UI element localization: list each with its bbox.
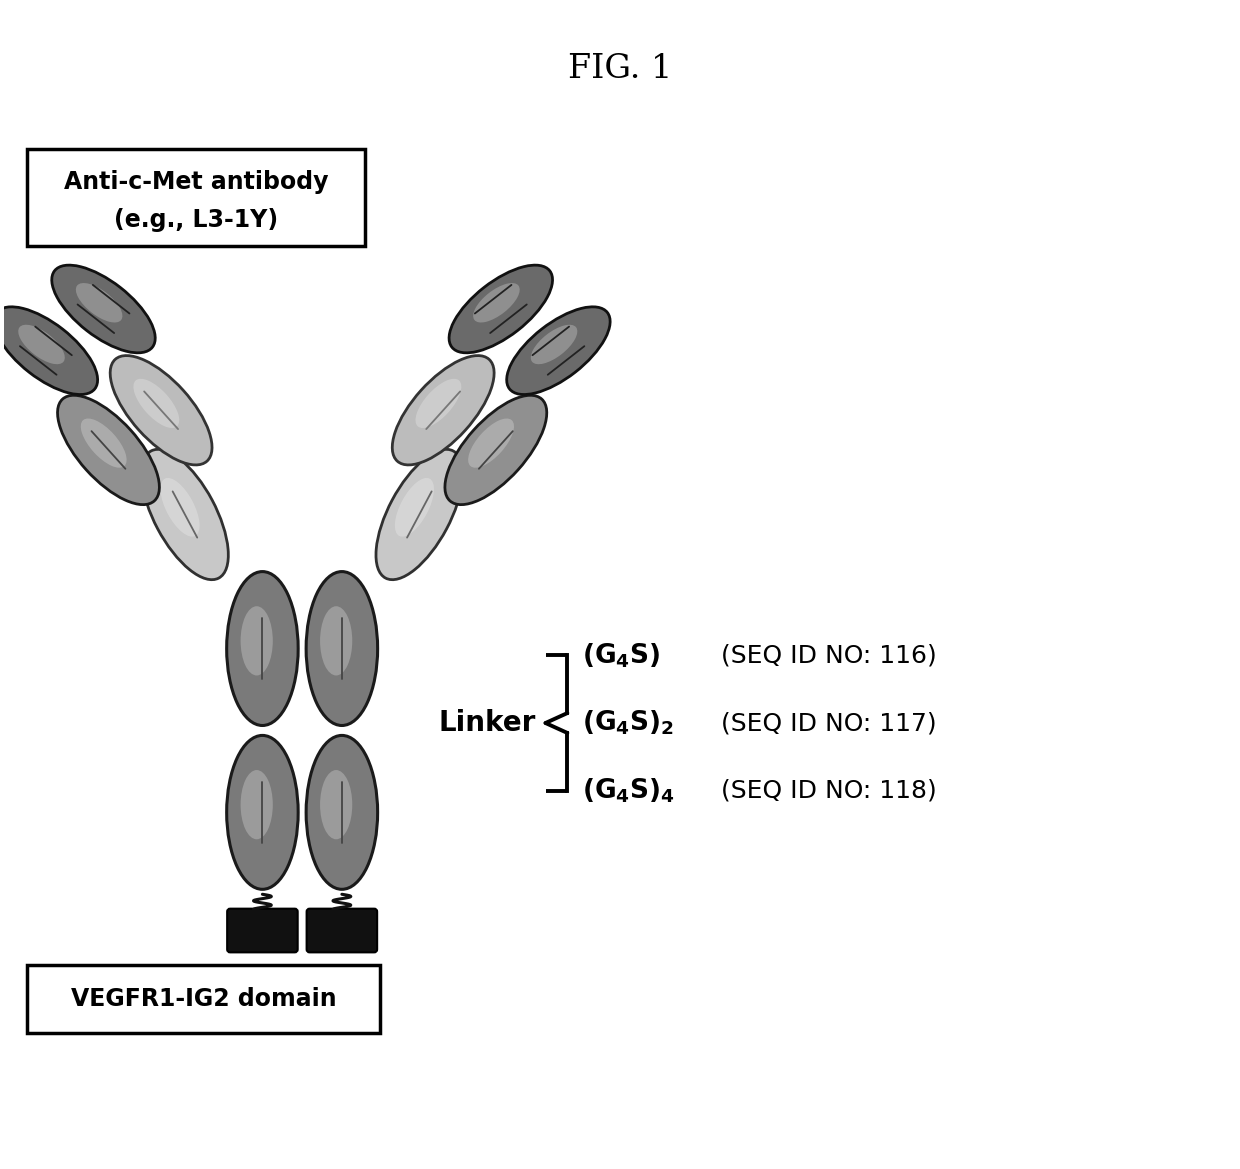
Text: $\mathbf{(G_4S)_4}$: $\mathbf{(G_4S)_4}$ xyxy=(583,776,676,804)
Ellipse shape xyxy=(19,325,64,365)
FancyBboxPatch shape xyxy=(227,908,298,953)
Text: Linker: Linker xyxy=(438,710,536,736)
Ellipse shape xyxy=(81,419,126,468)
Text: VEGFR1-IG2 domain: VEGFR1-IG2 domain xyxy=(71,987,336,1011)
Ellipse shape xyxy=(227,572,298,726)
Ellipse shape xyxy=(394,478,434,537)
FancyBboxPatch shape xyxy=(27,966,379,1032)
Ellipse shape xyxy=(227,735,298,890)
FancyBboxPatch shape xyxy=(27,150,365,247)
Text: (SEQ ID NO: 116): (SEQ ID NO: 116) xyxy=(722,643,937,667)
Ellipse shape xyxy=(306,735,378,890)
FancyBboxPatch shape xyxy=(306,908,377,953)
Ellipse shape xyxy=(320,770,352,839)
Ellipse shape xyxy=(507,306,610,394)
Text: Anti-c-Met antibody: Anti-c-Met antibody xyxy=(63,170,329,194)
Text: (e.g., L3-1Y): (e.g., L3-1Y) xyxy=(114,208,278,231)
Ellipse shape xyxy=(469,419,515,468)
Ellipse shape xyxy=(449,265,553,353)
Ellipse shape xyxy=(241,770,273,839)
Ellipse shape xyxy=(52,265,155,353)
Text: (SEQ ID NO: 117): (SEQ ID NO: 117) xyxy=(722,711,937,735)
Ellipse shape xyxy=(376,449,463,580)
Ellipse shape xyxy=(392,355,494,465)
Text: $\mathbf{(G_4S)_2}$: $\mathbf{(G_4S)_2}$ xyxy=(583,708,675,738)
Ellipse shape xyxy=(160,478,200,537)
Ellipse shape xyxy=(134,379,180,428)
Ellipse shape xyxy=(110,355,212,465)
Ellipse shape xyxy=(474,283,520,323)
Ellipse shape xyxy=(531,325,578,365)
Ellipse shape xyxy=(0,306,98,394)
Ellipse shape xyxy=(306,572,378,726)
Ellipse shape xyxy=(415,379,461,428)
Text: (SEQ ID NO: 118): (SEQ ID NO: 118) xyxy=(722,779,937,803)
Ellipse shape xyxy=(76,283,123,323)
Ellipse shape xyxy=(141,449,228,580)
Ellipse shape xyxy=(57,395,160,505)
Ellipse shape xyxy=(445,395,547,505)
Ellipse shape xyxy=(241,607,273,676)
Text: $\mathbf{(G_4S)}$: $\mathbf{(G_4S)}$ xyxy=(583,642,661,670)
Text: FIG. 1: FIG. 1 xyxy=(568,53,672,85)
Ellipse shape xyxy=(320,607,352,676)
